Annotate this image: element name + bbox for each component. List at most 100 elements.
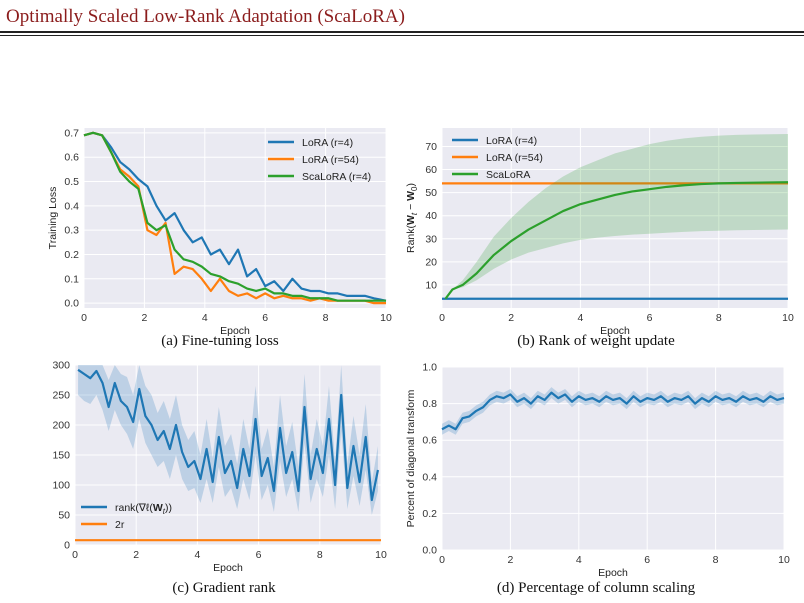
x-axis-label: Epoch [213, 562, 243, 574]
y-tick-label: 0.6 [64, 152, 79, 164]
series-1 [77, 365, 380, 515]
y-tick-label: 50 [58, 510, 70, 522]
y-tick-label: 0.7 [64, 127, 79, 139]
y-tick-label: 1.0 [422, 362, 437, 374]
legend-item: ScaLoRA (r=4) [268, 171, 371, 183]
x-tick-label: 4 [576, 554, 582, 566]
series-line [444, 181, 789, 300]
x-tick-label: 2 [508, 312, 514, 324]
y-tick-label: 20 [425, 256, 437, 268]
x-tick-label: 2 [133, 549, 139, 561]
x-tick-label: 6 [644, 554, 650, 566]
caption-d: (d) Percentage of column scaling [496, 580, 696, 596]
x-tick-label: 10 [375, 549, 387, 561]
header-rule-thin [0, 35, 804, 36]
caption-c: (c) Gradient rank [172, 580, 276, 596]
caption-a: (a) Fine-tuning loss [161, 333, 279, 349]
legend-item: LoRA (r=54) [268, 154, 359, 166]
header-rule-thick [0, 31, 804, 33]
legend: rank(∇ℓ(Wt)) 2r [81, 502, 172, 531]
x-axis-label: Epoch [220, 325, 250, 337]
x-axis-label: Epoch [598, 567, 628, 579]
y-tick-label: 0.0 [422, 545, 437, 557]
legend-item: rank(∇ℓ(Wt)) [81, 502, 172, 516]
legend-item: LoRA (r=4) [268, 137, 353, 149]
series-3 [444, 134, 789, 300]
y-tick-label: 150 [52, 450, 70, 462]
series-3 [83, 131, 387, 302]
y-tick-label: 250 [52, 390, 70, 402]
legend: LoRA (r=4) LoRA (r=54) ScaLoRA (r=4) [268, 137, 371, 183]
series-line [77, 368, 380, 502]
confidence-band [78, 365, 378, 515]
y-axis: 0.0 0.2 0.4 0.6 0.8 1.0 [422, 362, 784, 557]
chart-fine-tuning-loss: 0 2 4 6 8 10 0.0 0.1 0.2 0.3 0.4 0.5 0.6 0.7 Epoch Trai… [47, 127, 392, 337]
x-tick-label: 2 [141, 312, 147, 324]
x-tick-label: 6 [256, 549, 262, 561]
x-tick-label: 8 [317, 549, 323, 561]
y-tick-label: 0 [64, 540, 70, 552]
legend: LoRA (r=4) LoRA (r=54) ScaLoRA [452, 135, 543, 181]
plot-background [442, 128, 788, 308]
legend-item: 2r [81, 519, 125, 531]
x-tick-label: 0 [439, 312, 445, 324]
x-tick-label: 8 [713, 554, 719, 566]
y-tick-label: 200 [52, 420, 70, 432]
page-header: Optimally Scaled Low-Rank Adaptation (Sc… [0, 0, 804, 40]
y-axis-label: Rank(Wt − W0) [405, 183, 419, 253]
confidence-band [442, 387, 784, 435]
y-tick-label: 0.8 [422, 398, 437, 410]
x-tick-label: 4 [194, 549, 200, 561]
y-tick-label: 300 [52, 360, 70, 372]
legend-label: LoRA (r=54) [302, 154, 359, 166]
y-tick-label: 100 [52, 480, 70, 492]
y-tick-label: 0.0 [64, 298, 79, 310]
page-title: Optimally Scaled Low-Rank Adaptation (Sc… [6, 6, 405, 27]
chart-rank-weight-update: 0 2 4 6 8 10 10 20 30 40 50 60 70 Epoch Rank(Wt − W0) L… [405, 128, 794, 337]
y-axis: 0 50 100 150 200 250 300 [52, 360, 381, 552]
y-axis-label: Training Loss [47, 187, 59, 250]
x-axis: 0 2 4 6 8 10 [81, 128, 392, 324]
legend-label: LoRA (r=4) [486, 135, 537, 147]
y-tick-label: 70 [425, 141, 437, 153]
y-tick-label: 0.1 [64, 273, 79, 285]
x-tick-label: 4 [577, 312, 583, 324]
y-tick-label: 50 [425, 187, 437, 199]
caption-b: (b) Rank of weight update [517, 333, 675, 349]
y-tick-label: 10 [425, 279, 437, 291]
series-line [83, 131, 386, 302]
y-tick-label: 40 [425, 210, 437, 222]
legend-label: ScaLoRA [486, 169, 530, 181]
legend-label: rank(∇ℓ(Wt)) [115, 502, 172, 516]
legend-label: ScaLoRA (r=4) [302, 171, 371, 183]
legend-item: LoRA (r=54) [452, 152, 543, 164]
x-tick-label: 10 [778, 554, 790, 566]
x-axis-label: Epoch [600, 325, 630, 337]
x-tick-label: 10 [380, 312, 392, 324]
y-tick-label: 0.4 [64, 200, 79, 212]
x-tick-label: 6 [262, 312, 268, 324]
x-tick-label: 4 [202, 312, 208, 324]
y-tick-label: 60 [425, 164, 437, 176]
legend-label: 2r [115, 519, 125, 531]
y-tick-label: 0.2 [422, 508, 437, 520]
plot-background [84, 128, 386, 308]
legend-label: LoRA (r=54) [486, 152, 543, 164]
series-line [83, 131, 387, 302]
y-axis: 10 20 30 40 50 60 70 [425, 141, 788, 291]
x-tick-label: 6 [647, 312, 653, 324]
y-tick-label: 30 [425, 233, 437, 245]
legend-item: LoRA (r=4) [452, 135, 537, 147]
x-tick-label: 10 [782, 312, 794, 324]
x-tick-label: 2 [507, 554, 513, 566]
x-tick-label: 8 [716, 312, 722, 324]
x-tick-label: 0 [81, 312, 87, 324]
x-tick-label: 0 [72, 549, 78, 561]
legend-label: LoRA (r=4) [302, 137, 353, 149]
x-axis: 0 2 4 6 8 10 [439, 128, 794, 324]
x-tick-label: 8 [323, 312, 329, 324]
y-axis-label: Percent of diagonal transform [405, 389, 417, 527]
series-1 [441, 387, 785, 435]
series-line [83, 131, 386, 305]
y-tick-label: 0.6 [422, 435, 437, 447]
